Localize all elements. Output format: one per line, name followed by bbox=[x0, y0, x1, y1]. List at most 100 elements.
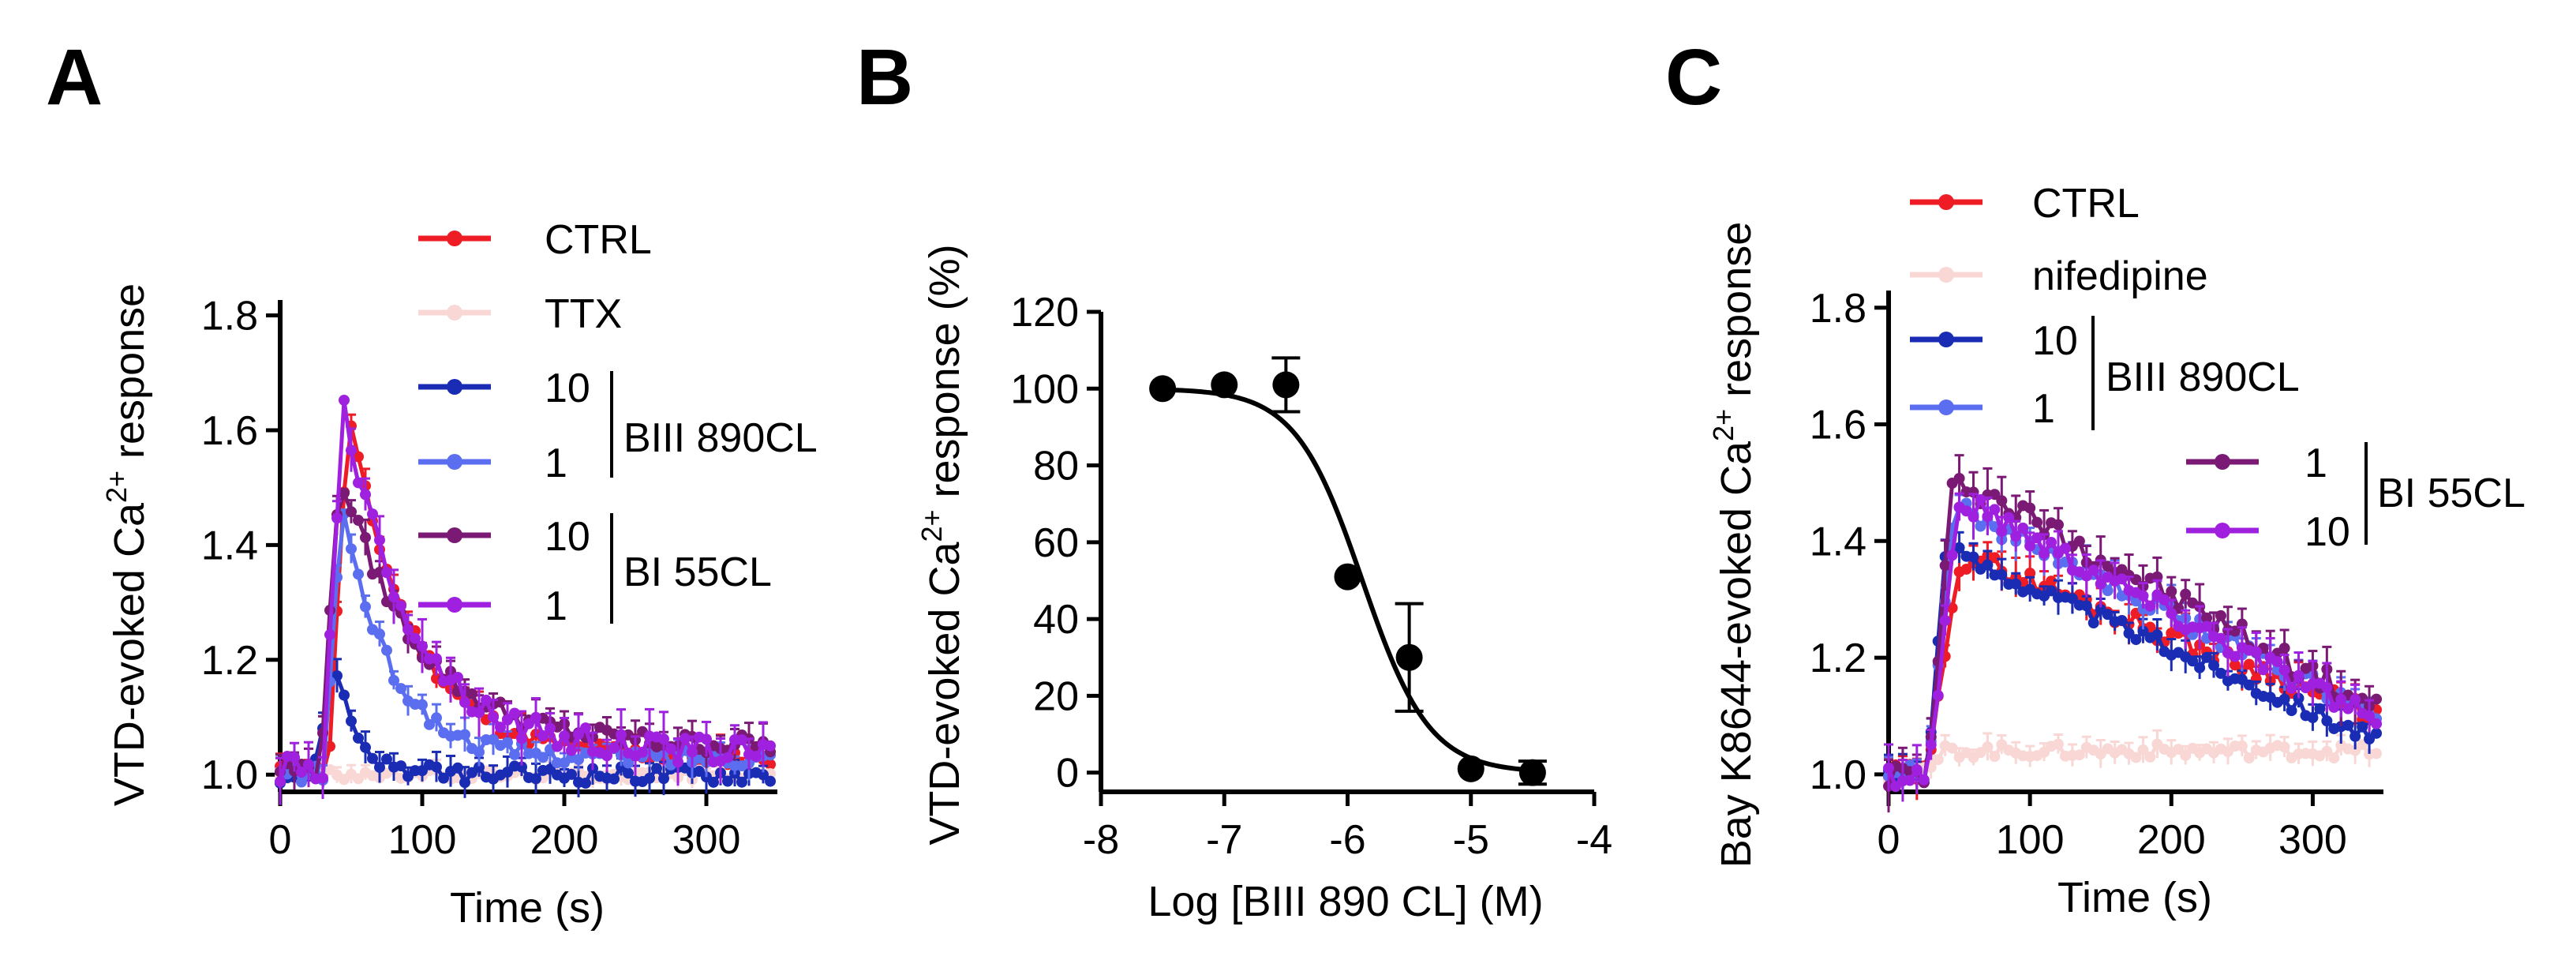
data-point bbox=[765, 775, 776, 787]
data-point bbox=[424, 718, 435, 730]
data-point bbox=[2087, 564, 2099, 576]
data-point bbox=[2052, 519, 2064, 531]
data-point bbox=[339, 394, 350, 406]
data-point bbox=[459, 777, 470, 789]
data-point bbox=[2250, 646, 2262, 658]
data-point bbox=[623, 767, 634, 779]
data-point bbox=[2080, 600, 2092, 612]
x-tick-label: -5 bbox=[1453, 817, 1489, 863]
y-axis-label: VTD-evoked Ca2+ response (%) bbox=[915, 244, 968, 845]
series-nifedipine bbox=[1883, 729, 2383, 793]
panel-label-b: B bbox=[856, 33, 913, 122]
data-point bbox=[1953, 542, 1965, 553]
data-point bbox=[1932, 689, 1944, 701]
data-point bbox=[2144, 600, 2156, 612]
data-point bbox=[353, 732, 364, 744]
data-point bbox=[580, 722, 591, 734]
data-point bbox=[2243, 658, 2255, 670]
data-point bbox=[537, 752, 549, 763]
data-point bbox=[317, 772, 328, 784]
data-point bbox=[722, 752, 733, 763]
data-point bbox=[395, 760, 406, 772]
legend-group-label: BIII 890CL bbox=[2106, 354, 2300, 400]
data-point bbox=[1946, 742, 1958, 754]
data-point bbox=[616, 729, 627, 741]
data-point bbox=[2371, 727, 2383, 739]
data-point bbox=[2314, 703, 2326, 714]
x-tick-label: -4 bbox=[1576, 817, 1612, 863]
data-point bbox=[1939, 560, 1951, 572]
data-point bbox=[2031, 532, 2043, 544]
data-point bbox=[1918, 774, 1930, 786]
data-point bbox=[459, 729, 470, 741]
data-point bbox=[360, 741, 371, 753]
data-point bbox=[2321, 745, 2333, 757]
data-point bbox=[417, 640, 428, 652]
y-tick-label: 20 bbox=[1033, 673, 1079, 719]
data-point bbox=[2137, 590, 2149, 602]
data-point bbox=[566, 768, 577, 780]
data-point bbox=[2371, 718, 2383, 729]
data-point bbox=[2278, 741, 2290, 753]
data-point bbox=[2180, 749, 2192, 761]
data-point bbox=[637, 746, 648, 758]
data-point bbox=[2116, 573, 2128, 585]
y-tick-label: 1.4 bbox=[201, 523, 258, 568]
legend-swatch-marker bbox=[447, 454, 462, 470]
data-point bbox=[2144, 751, 2156, 763]
series-line bbox=[279, 513, 771, 788]
data-point bbox=[1457, 755, 1485, 782]
data-point bbox=[438, 772, 449, 784]
data-point bbox=[623, 757, 634, 769]
data-point bbox=[2102, 585, 2114, 597]
data-point bbox=[2349, 694, 2361, 706]
data-point bbox=[2278, 693, 2290, 705]
legend-label: 10 bbox=[545, 366, 590, 411]
data-point bbox=[2342, 719, 2354, 731]
data-point bbox=[2010, 531, 2022, 542]
data-point bbox=[1946, 549, 1958, 561]
legend-swatch-marker bbox=[447, 379, 462, 395]
y-tick-label: 1.6 bbox=[201, 408, 258, 454]
data-point bbox=[608, 742, 620, 754]
data-point bbox=[2321, 715, 2333, 727]
data-point bbox=[417, 699, 428, 711]
y-tick-label: 100 bbox=[1010, 366, 1079, 412]
chart-a: 0 100 200 300 1.0 1.2 1.4 1.6 1.8 Time (s) VTD-evo… bbox=[100, 217, 818, 932]
data-point bbox=[2180, 588, 2192, 600]
data-point bbox=[481, 694, 492, 706]
data-point bbox=[339, 487, 350, 499]
series-bi-55cl-10 bbox=[1883, 492, 2383, 802]
data-point bbox=[367, 508, 378, 520]
x-axis-label: Time (s) bbox=[2057, 874, 2212, 921]
data-point bbox=[346, 715, 357, 727]
legend-group-label: BIII 890CL bbox=[623, 415, 818, 461]
y-axis-label-suffix: response bbox=[106, 283, 153, 471]
data-point bbox=[495, 722, 506, 733]
data-point bbox=[346, 543, 357, 555]
legend-label: CTRL bbox=[2032, 181, 2140, 227]
data-point bbox=[665, 743, 676, 755]
y-tick-label: 40 bbox=[1033, 597, 1079, 643]
data-point bbox=[2328, 752, 2340, 764]
data-point bbox=[474, 707, 485, 718]
data-point bbox=[360, 531, 371, 543]
y-axis-label-suffix: response bbox=[1713, 222, 1760, 409]
data-point bbox=[1989, 552, 2001, 564]
data-point bbox=[601, 750, 612, 762]
data-point bbox=[2137, 744, 2149, 756]
data-point bbox=[1953, 472, 1965, 484]
data-point bbox=[2159, 594, 2170, 606]
data-point bbox=[452, 762, 463, 774]
data-point bbox=[2257, 664, 2269, 676]
legend-swatch-marker bbox=[2215, 523, 2230, 538]
x-tick-label: 0 bbox=[269, 817, 292, 863]
data-point bbox=[2215, 667, 2226, 679]
data-point bbox=[765, 759, 776, 771]
data-point bbox=[2073, 535, 2085, 547]
data-point bbox=[1968, 551, 1979, 563]
data-point bbox=[2017, 522, 2029, 534]
data-point bbox=[452, 671, 463, 683]
series-biii-890cl-10 bbox=[1883, 531, 2383, 789]
